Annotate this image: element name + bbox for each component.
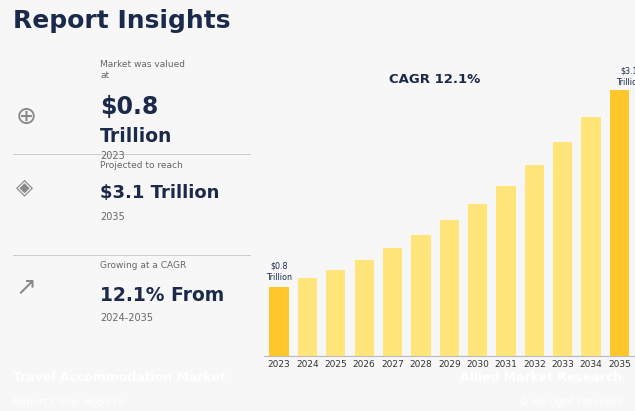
Text: Growing at a CAGR: Growing at a CAGR bbox=[100, 261, 187, 270]
Text: Market was valued
at: Market was valued at bbox=[100, 60, 185, 81]
Text: $0.8
Trillion: $0.8 Trillion bbox=[266, 262, 292, 282]
Text: 2023: 2023 bbox=[100, 150, 125, 161]
Text: Report Code: A05679: Report Code: A05679 bbox=[13, 397, 124, 407]
Text: $3.1 Trillion: $3.1 Trillion bbox=[100, 185, 220, 203]
Text: CAGR 12.1%: CAGR 12.1% bbox=[389, 73, 481, 86]
Bar bbox=[411, 235, 431, 356]
Bar bbox=[610, 90, 629, 356]
Bar bbox=[383, 247, 402, 356]
Text: $0.8: $0.8 bbox=[100, 95, 159, 119]
Text: ↗: ↗ bbox=[16, 276, 37, 300]
Bar bbox=[354, 260, 374, 356]
Bar bbox=[269, 287, 289, 356]
Text: 2024-2035: 2024-2035 bbox=[100, 313, 153, 323]
Text: 2035: 2035 bbox=[100, 212, 125, 222]
Text: Allied Market Research: Allied Market Research bbox=[460, 371, 622, 384]
Text: 12.1% From: 12.1% From bbox=[100, 286, 224, 305]
FancyBboxPatch shape bbox=[3, 53, 258, 352]
Text: Travel Accommodation Market: Travel Accommodation Market bbox=[13, 371, 225, 384]
Bar bbox=[582, 117, 601, 356]
Bar bbox=[468, 204, 487, 356]
Text: Projected to reach: Projected to reach bbox=[100, 161, 183, 170]
Bar bbox=[497, 186, 516, 356]
Text: ⊕: ⊕ bbox=[16, 105, 37, 129]
Text: Trillion: Trillion bbox=[100, 127, 173, 146]
Bar bbox=[326, 270, 345, 356]
Text: Report Insights: Report Insights bbox=[13, 9, 231, 33]
Text: © All right reserved: © All right reserved bbox=[519, 397, 622, 407]
Bar bbox=[525, 165, 544, 356]
Text: $3.1
Trillion: $3.1 Trillion bbox=[617, 67, 635, 87]
Bar bbox=[298, 279, 317, 356]
Bar bbox=[439, 220, 459, 356]
Bar bbox=[553, 142, 572, 356]
Text: ◈: ◈ bbox=[16, 178, 33, 198]
